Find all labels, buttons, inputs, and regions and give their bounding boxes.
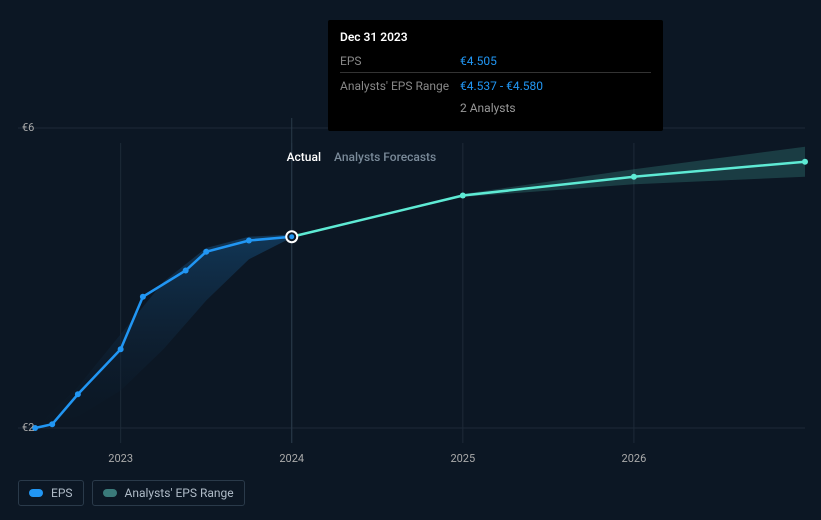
x-axis-label: 2026 bbox=[622, 452, 647, 465]
legend-swatch bbox=[103, 489, 117, 497]
tooltip-row-label: EPS bbox=[340, 51, 460, 73]
legend-swatch bbox=[29, 489, 43, 497]
data-point[interactable] bbox=[460, 193, 466, 199]
data-point[interactable] bbox=[802, 159, 808, 165]
data-point[interactable] bbox=[631, 174, 637, 180]
tooltip-row-value: €4.505 bbox=[460, 51, 651, 73]
tooltip-row-label: Analysts' EPS Range bbox=[340, 73, 460, 98]
data-point[interactable] bbox=[246, 238, 252, 244]
region-label-actual: Actual bbox=[287, 150, 321, 164]
legend: EPS Analysts' EPS Range bbox=[18, 480, 245, 506]
y-axis-label: €6 bbox=[22, 121, 34, 134]
tooltip-row-value: 2 Analysts bbox=[460, 98, 651, 119]
legend-item[interactable]: EPS bbox=[18, 480, 84, 506]
tooltip-date: Dec 31 2023 bbox=[340, 28, 651, 47]
y-axis-label: €2 bbox=[22, 421, 34, 434]
data-point[interactable] bbox=[183, 268, 189, 274]
data-point[interactable] bbox=[118, 346, 124, 352]
legend-item[interactable]: Analysts' EPS Range bbox=[92, 480, 245, 506]
legend-label: Analysts' EPS Range bbox=[125, 486, 234, 500]
highlight-marker-inner bbox=[289, 234, 294, 239]
x-axis-label: 2025 bbox=[450, 452, 475, 465]
data-point[interactable] bbox=[140, 294, 146, 300]
data-point[interactable] bbox=[75, 391, 81, 397]
data-point[interactable] bbox=[203, 249, 209, 255]
x-axis-label: 2023 bbox=[108, 452, 133, 465]
region-label-forecast: Analysts Forecasts bbox=[334, 150, 436, 164]
tooltip-row-label bbox=[340, 98, 460, 119]
legend-label: EPS bbox=[51, 486, 73, 500]
tooltip-row-value: €4.537 - €4.580 bbox=[460, 73, 651, 98]
x-axis-label: 2024 bbox=[279, 452, 304, 465]
data-point[interactable] bbox=[49, 421, 55, 427]
tooltip-table: EPS€4.505Analysts' EPS Range€4.537 - €4.… bbox=[340, 51, 651, 119]
chart-tooltip: Dec 31 2023 EPS€4.505Analysts' EPS Range… bbox=[328, 20, 663, 131]
